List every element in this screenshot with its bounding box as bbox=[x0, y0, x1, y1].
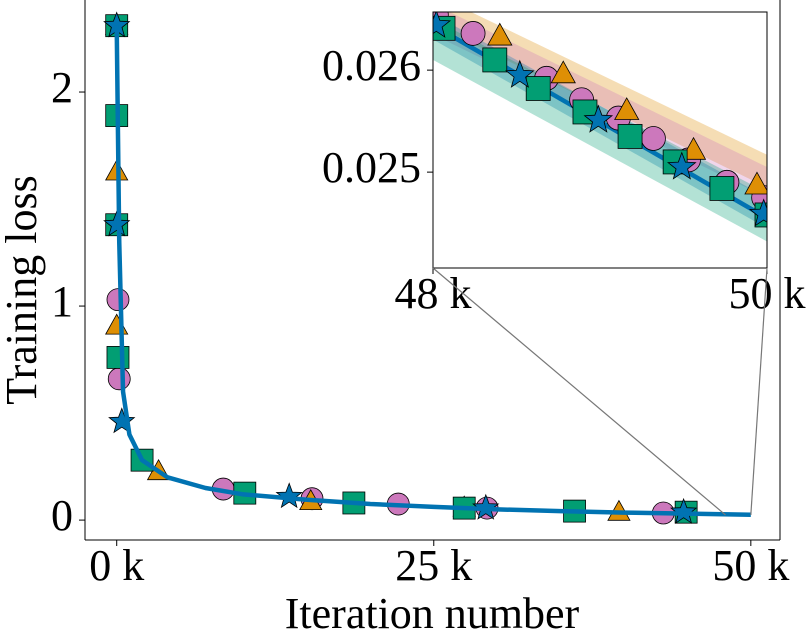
triangle-marker bbox=[550, 60, 576, 84]
circle-marker bbox=[106, 288, 130, 312]
confidence-band bbox=[433, 12, 767, 188]
y-tick-label: 0.025 bbox=[322, 143, 421, 192]
zoom-connector bbox=[750, 267, 768, 515]
star-marker bbox=[108, 407, 136, 434]
x-tick-label: 50 k bbox=[729, 269, 806, 318]
x-tick-label: 48 k bbox=[395, 269, 472, 318]
star-marker bbox=[433, 12, 452, 38]
triangle-marker bbox=[105, 313, 129, 335]
x-tick-label: 25 k bbox=[395, 541, 472, 590]
y-tick-label: 0 bbox=[51, 491, 73, 540]
y-tick-label: 1 bbox=[51, 277, 73, 326]
star-marker bbox=[103, 210, 131, 237]
star-marker bbox=[670, 497, 698, 524]
y-tick-label: 0.026 bbox=[322, 41, 421, 90]
star-marker bbox=[583, 104, 614, 133]
square-marker bbox=[709, 176, 735, 201]
x-tick-label: 0 k bbox=[89, 541, 144, 590]
circle-marker bbox=[107, 367, 131, 391]
plot-area bbox=[433, 12, 767, 242]
star-marker bbox=[505, 59, 535, 88]
square-marker bbox=[525, 76, 551, 101]
star-marker bbox=[748, 198, 767, 227]
loss-line bbox=[114, 25, 751, 517]
circle-marker bbox=[460, 21, 486, 46]
triangle-marker bbox=[744, 171, 767, 195]
y-axis-title: Training loss bbox=[0, 175, 46, 404]
circle-marker bbox=[641, 126, 666, 151]
star-marker bbox=[275, 482, 303, 509]
y-tick-label: 2 bbox=[51, 63, 73, 112]
x-axis-title: Iteration number bbox=[285, 589, 580, 638]
triangle-marker bbox=[614, 97, 640, 120]
square-marker bbox=[106, 346, 130, 369]
square-marker bbox=[482, 47, 508, 73]
triangle-marker bbox=[487, 22, 513, 46]
inset-frame bbox=[432, 11, 768, 269]
x-tick-label: 50 k bbox=[712, 541, 789, 590]
zoom-connector bbox=[432, 267, 726, 516]
plot-area bbox=[103, 11, 751, 525]
square-marker bbox=[617, 124, 643, 149]
star-marker bbox=[667, 151, 697, 180]
